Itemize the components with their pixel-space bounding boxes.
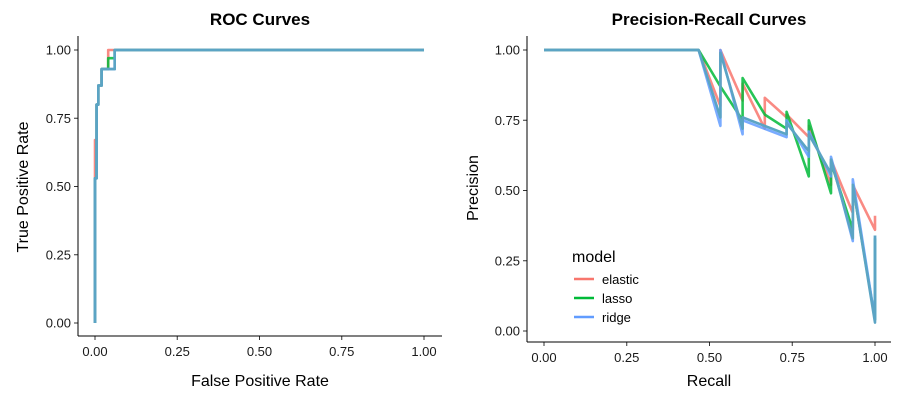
roc-series-line-lasso: [93, 48, 424, 323]
roc-y-tick-label: 0.25: [46, 247, 71, 262]
legend-label-lasso: lasso: [602, 291, 632, 306]
legend-label-elastic: elastic: [602, 272, 639, 287]
roc-x-tick-label: 0.50: [247, 344, 272, 359]
roc-y-tick-label: 1.00: [46, 43, 71, 58]
pr-x-tick-label: 1.00: [862, 350, 887, 365]
roc-y-tick-label: 0.50: [46, 179, 71, 194]
pr-y-tick-label: 0.75: [495, 113, 520, 128]
pr-x-tick-label: 0.25: [614, 350, 639, 365]
roc-panel: ROC Curves 0.00 0.25 0.50 0.75 1.000.000.250…: [15, 10, 442, 390]
pr-x-tick-label: 0.50: [697, 350, 722, 365]
pr-series-line-elastic: [544, 48, 877, 232]
roc-x-tick-label: 0.00: [82, 344, 107, 359]
pr-y-tick-label: 0.25: [495, 253, 520, 268]
roc-x-axis-title: False Positive Rate: [191, 373, 329, 390]
roc-y-tick-label: 0.75: [46, 111, 71, 126]
pr-ticks: 0.00 0.25 0.50 0.75 1.00 0.00 0.25 0.50 0.75 1.00: [495, 43, 888, 366]
pr-lines: [544, 48, 877, 324]
pr-y-tick-label: 0.50: [495, 183, 520, 198]
roc-y-axis-title: True Positive Rate: [15, 121, 32, 252]
pr-x-tick-label: 0.00: [531, 350, 556, 365]
roc-x-tick-label: 1.00: [411, 344, 436, 359]
pr-y-axis-title: Precision: [465, 155, 482, 221]
roc-x-tick-label: 0.75: [329, 344, 354, 359]
legend-title: model: [572, 249, 616, 266]
pr-y-tick-label: 0.00: [495, 324, 520, 339]
roc-title: ROC Curves: [210, 10, 310, 29]
pr-x-axis-title: Recall: [687, 373, 731, 390]
pr-x-tick-label: 0.75: [780, 350, 805, 365]
roc-ticks: 0.00 0.25 0.50 0.75 1.00 0.00 0.25 0.50 0.75 1.00: [46, 43, 437, 360]
pr-panel: Precision-Recall Curves 0.00 0.25 0.50 0.75…: [465, 10, 891, 390]
roc-lines: [93, 48, 424, 323]
roc-y-tick-label: 0.00: [46, 316, 71, 331]
roc-x-tick-label: 0.25: [165, 344, 190, 359]
pr-y-tick-label: 1.00: [495, 43, 520, 58]
pr-title: Precision-Recall Curves: [612, 10, 807, 29]
pr-series-line-overlay: [544, 48, 877, 324]
legend-items: elastic lasso ridge: [574, 272, 639, 325]
roc-series-line-elastic: [93, 48, 424, 323]
pr-legend: model elastic lasso ridge: [572, 249, 639, 325]
roc-series-line-ridge: [93, 48, 424, 323]
roc-series-line-overlay: [93, 48, 424, 323]
legend-label-ridge: ridge: [602, 310, 631, 325]
